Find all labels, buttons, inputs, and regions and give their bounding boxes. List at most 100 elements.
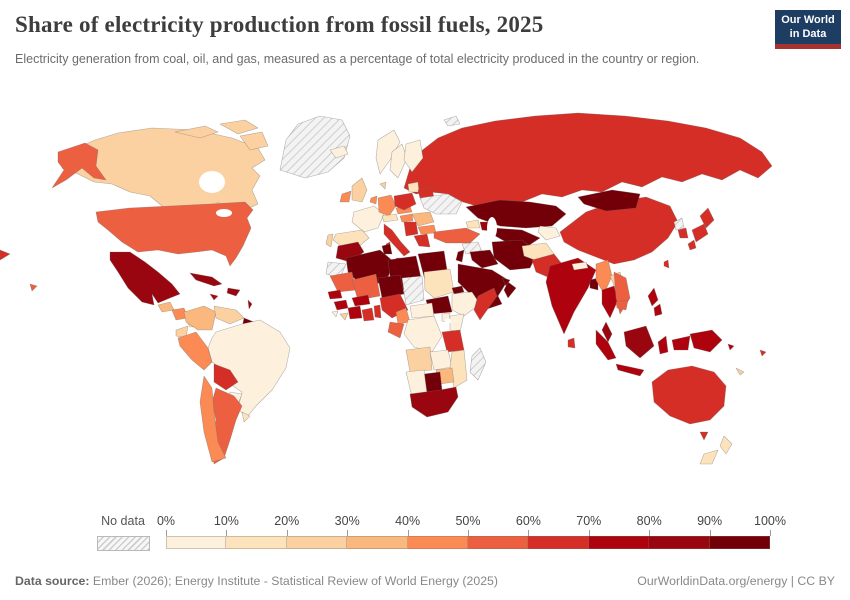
country-serbia-balkans[interactable]: Serbia & Western Balkans: 60-70% <box>403 221 419 237</box>
country-norway[interactable]: Norway: 0-10% <box>375 129 401 175</box>
country-north-korea[interactable]: North Korea: No data <box>673 217 685 231</box>
country-taiwan[interactable]: Taiwan: 60-70% <box>663 259 670 269</box>
legend-bin-40-50[interactable] <box>407 536 468 549</box>
country-borneo[interactable]: Malaysia/Indonesia (Borneo): 80-90% <box>623 325 655 359</box>
country-cuba[interactable]: Cuba: 80-90% <box>189 272 223 287</box>
country-myanmar[interactable]: Myanmar: 40-50% <box>595 259 613 295</box>
country-burkina-faso[interactable]: Burkina Faso: 70-80% <box>351 294 371 307</box>
country-japan-south[interactable]: Japan (Kyushu): 60-70% <box>687 239 697 251</box>
country-guinea[interactable]: Guinea: 70-80% <box>333 299 349 311</box>
country-guatemala[interactable]: Guatemala: 30-40% <box>157 301 175 313</box>
country-baltics[interactable]: Baltic states: 10-20% <box>407 181 420 193</box>
legend-bin-90-100[interactable] <box>709 536 770 549</box>
country-hawaii[interactable]: United States (Hawaii): 50-60% <box>29 283 38 292</box>
country-chile[interactable]: Chile: 40-50% <box>199 375 227 463</box>
country-mongolia[interactable]: Mongolia: 90-100% <box>577 189 641 212</box>
country-somalia[interactable]: Somalia: 60-70% <box>473 287 498 321</box>
country-kenya[interactable]: Kenya: 0-10% <box>449 313 465 333</box>
country-oman[interactable]: Oman: 90-100% <box>503 281 517 299</box>
country-ethiopia[interactable]: Ethiopia: 0-10% <box>451 291 481 317</box>
country-denmark[interactable]: Denmark: 20-30% <box>379 181 387 190</box>
country-finland[interactable]: Finland: 0-10% <box>403 139 424 173</box>
country-philippines-south[interactable]: Philippines (Mindanao): 70-80% <box>653 303 663 317</box>
country-new-zealand-south[interactable]: New Zealand (South Island): 10-20% <box>699 449 719 465</box>
country-baffin-island[interactable]: Canada (Baffin Island): 20-30% <box>239 131 269 151</box>
country-mali[interactable]: Mali: 50-60% <box>351 273 381 301</box>
country-uae-qatar[interactable]: UAE & Qatar: 90-100% <box>501 277 511 287</box>
country-colombia[interactable]: Colombia: 30-40% <box>183 305 217 331</box>
country-israel-jordan[interactable]: Israel & Jordan: 90-100% <box>455 249 465 263</box>
country-solomon-islands[interactable]: Solomon Islands: 70-80% <box>727 343 735 351</box>
country-hispaniola[interactable]: Dominican Republic & Haiti: 80-90% <box>226 287 241 297</box>
country-tasmania[interactable]: Australia (Tasmania): 60-70% <box>699 431 709 441</box>
country-sulawesi[interactable]: Indonesia (Sulawesi): 70-80% <box>657 335 669 355</box>
country-ukraine[interactable]: Ukraine: No data <box>419 193 463 215</box>
country-poland[interactable]: Poland: 60-70% <box>393 192 417 211</box>
country-canada[interactable]: Canada: 20-30% <box>61 127 266 217</box>
country-peru[interactable]: Peru: 40-50% <box>177 331 213 371</box>
legend-bin-50-60[interactable] <box>468 536 529 549</box>
country-turkey[interactable]: Turkey: 50-60% <box>433 227 481 244</box>
country-bolivia[interactable]: Bolivia: 60-70% <box>213 363 239 391</box>
country-madagascar[interactable]: Madagascar: No data <box>469 347 487 381</box>
country-mozambique[interactable]: Mozambique: 10-20% <box>449 349 468 389</box>
country-mexico[interactable]: Mexico: 80-90% <box>109 251 181 306</box>
country-australia[interactable]: Australia: 60-70% <box>651 365 727 425</box>
legend-bin-0-10[interactable] <box>166 536 227 549</box>
country-thailand[interactable]: Thailand: 70-80% <box>601 285 619 319</box>
legend-bin-10-20[interactable] <box>226 536 287 549</box>
country-greece[interactable]: Greece: 60-70% <box>413 233 431 248</box>
country-cambodia[interactable]: Cambodia: 50-60% <box>615 299 629 311</box>
country-philippines-north[interactable]: Philippines (Luzon): 70-80% <box>647 287 659 307</box>
country-liberia[interactable]: Liberia: 20-30% <box>339 312 349 321</box>
country-ghana[interactable]: Ghana: 60-70% <box>361 307 375 322</box>
country-united-kingdom[interactable]: United Kingdom: 20-30% <box>351 177 368 203</box>
country-central-african-republic[interactable]: Central African Republic: 0-10% <box>409 302 435 319</box>
country-united-states[interactable]: United States: 50-60% <box>95 201 254 267</box>
country-niger[interactable]: Niger: 90-100% <box>377 274 405 299</box>
country-india[interactable]: India: 70-80% <box>545 257 597 335</box>
country-bulgaria[interactable]: Bulgaria: 40-50% <box>417 224 437 235</box>
country-sweden[interactable]: Sweden: 0-10% <box>389 143 408 179</box>
legend-no-data-swatch[interactable] <box>97 536 150 551</box>
country-sierra-leone[interactable]: Sierra Leone: 0-10% <box>331 310 339 318</box>
country-hungary[interactable]: Hungary: 40-50% <box>399 213 414 223</box>
country-italy[interactable]: Italy: 60-70% <box>383 223 411 257</box>
country-mauritania[interactable]: Mauritania: 50-60% <box>329 271 357 293</box>
country-nepal[interactable]: Nepal: 0-10% <box>571 261 589 271</box>
country-java[interactable]: Indonesia (Java): 70-80% <box>615 363 645 377</box>
country-france[interactable]: France: 0-10% <box>351 205 385 233</box>
country-gabon-congo[interactable]: Gabon & Congo: 50-60% <box>387 321 405 339</box>
country-benelux[interactable]: Netherlands & Belgium: 40-50% <box>369 195 378 205</box>
country-chukotka-wrap[interactable]: Russia (Chukotka, wrapped): 60-70% <box>0 249 11 261</box>
country-dr-congo[interactable]: Democratic Republic of Congo: 0-10% <box>403 315 443 353</box>
country-zambia[interactable]: Zambia: 0-10% <box>429 349 453 371</box>
country-sri-lanka[interactable]: Sri Lanka: 60-70% <box>567 337 576 349</box>
country-greenland[interactable]: Greenland: No data <box>279 115 351 179</box>
country-jamaica[interactable]: Jamaica: 70-80% <box>209 293 219 301</box>
country-senegal[interactable]: Senegal: 70-80% <box>327 289 343 300</box>
country-russia[interactable]: Russia: 60-70% <box>403 112 773 208</box>
country-venezuela[interactable]: Venezuela: 20-30% <box>213 305 245 325</box>
country-eritrea[interactable]: Eritrea: 90-100% <box>451 285 465 295</box>
country-lesser-antilles[interactable]: Lesser Antilles: 80-90% <box>247 299 253 310</box>
country-iraq[interactable]: Iraq: 90-100% <box>469 249 499 269</box>
country-switzerland-austria[interactable]: Switzerland & Austria: 10-20% <box>381 213 399 223</box>
legend-bin-80-90[interactable] <box>649 536 710 549</box>
legend-bin-60-70[interactable] <box>528 536 589 549</box>
legend-bin-30-40[interactable] <box>347 536 408 549</box>
country-angola[interactable]: Angola: 20-30% <box>405 346 433 373</box>
country-sudan[interactable]: Sudan: 10-20% <box>423 268 455 299</box>
country-svalbard[interactable]: Svalbard: No data <box>443 115 461 127</box>
owid-logo[interactable]: Our World in Data <box>775 10 841 49</box>
country-tunisia[interactable]: Tunisia: 90-100% <box>381 243 393 255</box>
legend-bin-70-80[interactable] <box>588 536 650 549</box>
country-indonesia-east[interactable]: Indonesia (Papua): 70-80% <box>671 335 691 351</box>
country-germany[interactable]: Germany: 40-50% <box>377 194 397 217</box>
country-chad[interactable]: Chad: No data <box>401 275 425 306</box>
country-bangladesh[interactable]: Bangladesh: 90-100% <box>589 277 599 291</box>
country-botswana[interactable]: Botswana: 90-100% <box>423 371 443 393</box>
country-canada-arctic-1[interactable]: Canada (Arctic islands): 20-30% <box>174 125 219 139</box>
country-south-korea[interactable]: South Korea: 60-70% <box>677 227 689 239</box>
